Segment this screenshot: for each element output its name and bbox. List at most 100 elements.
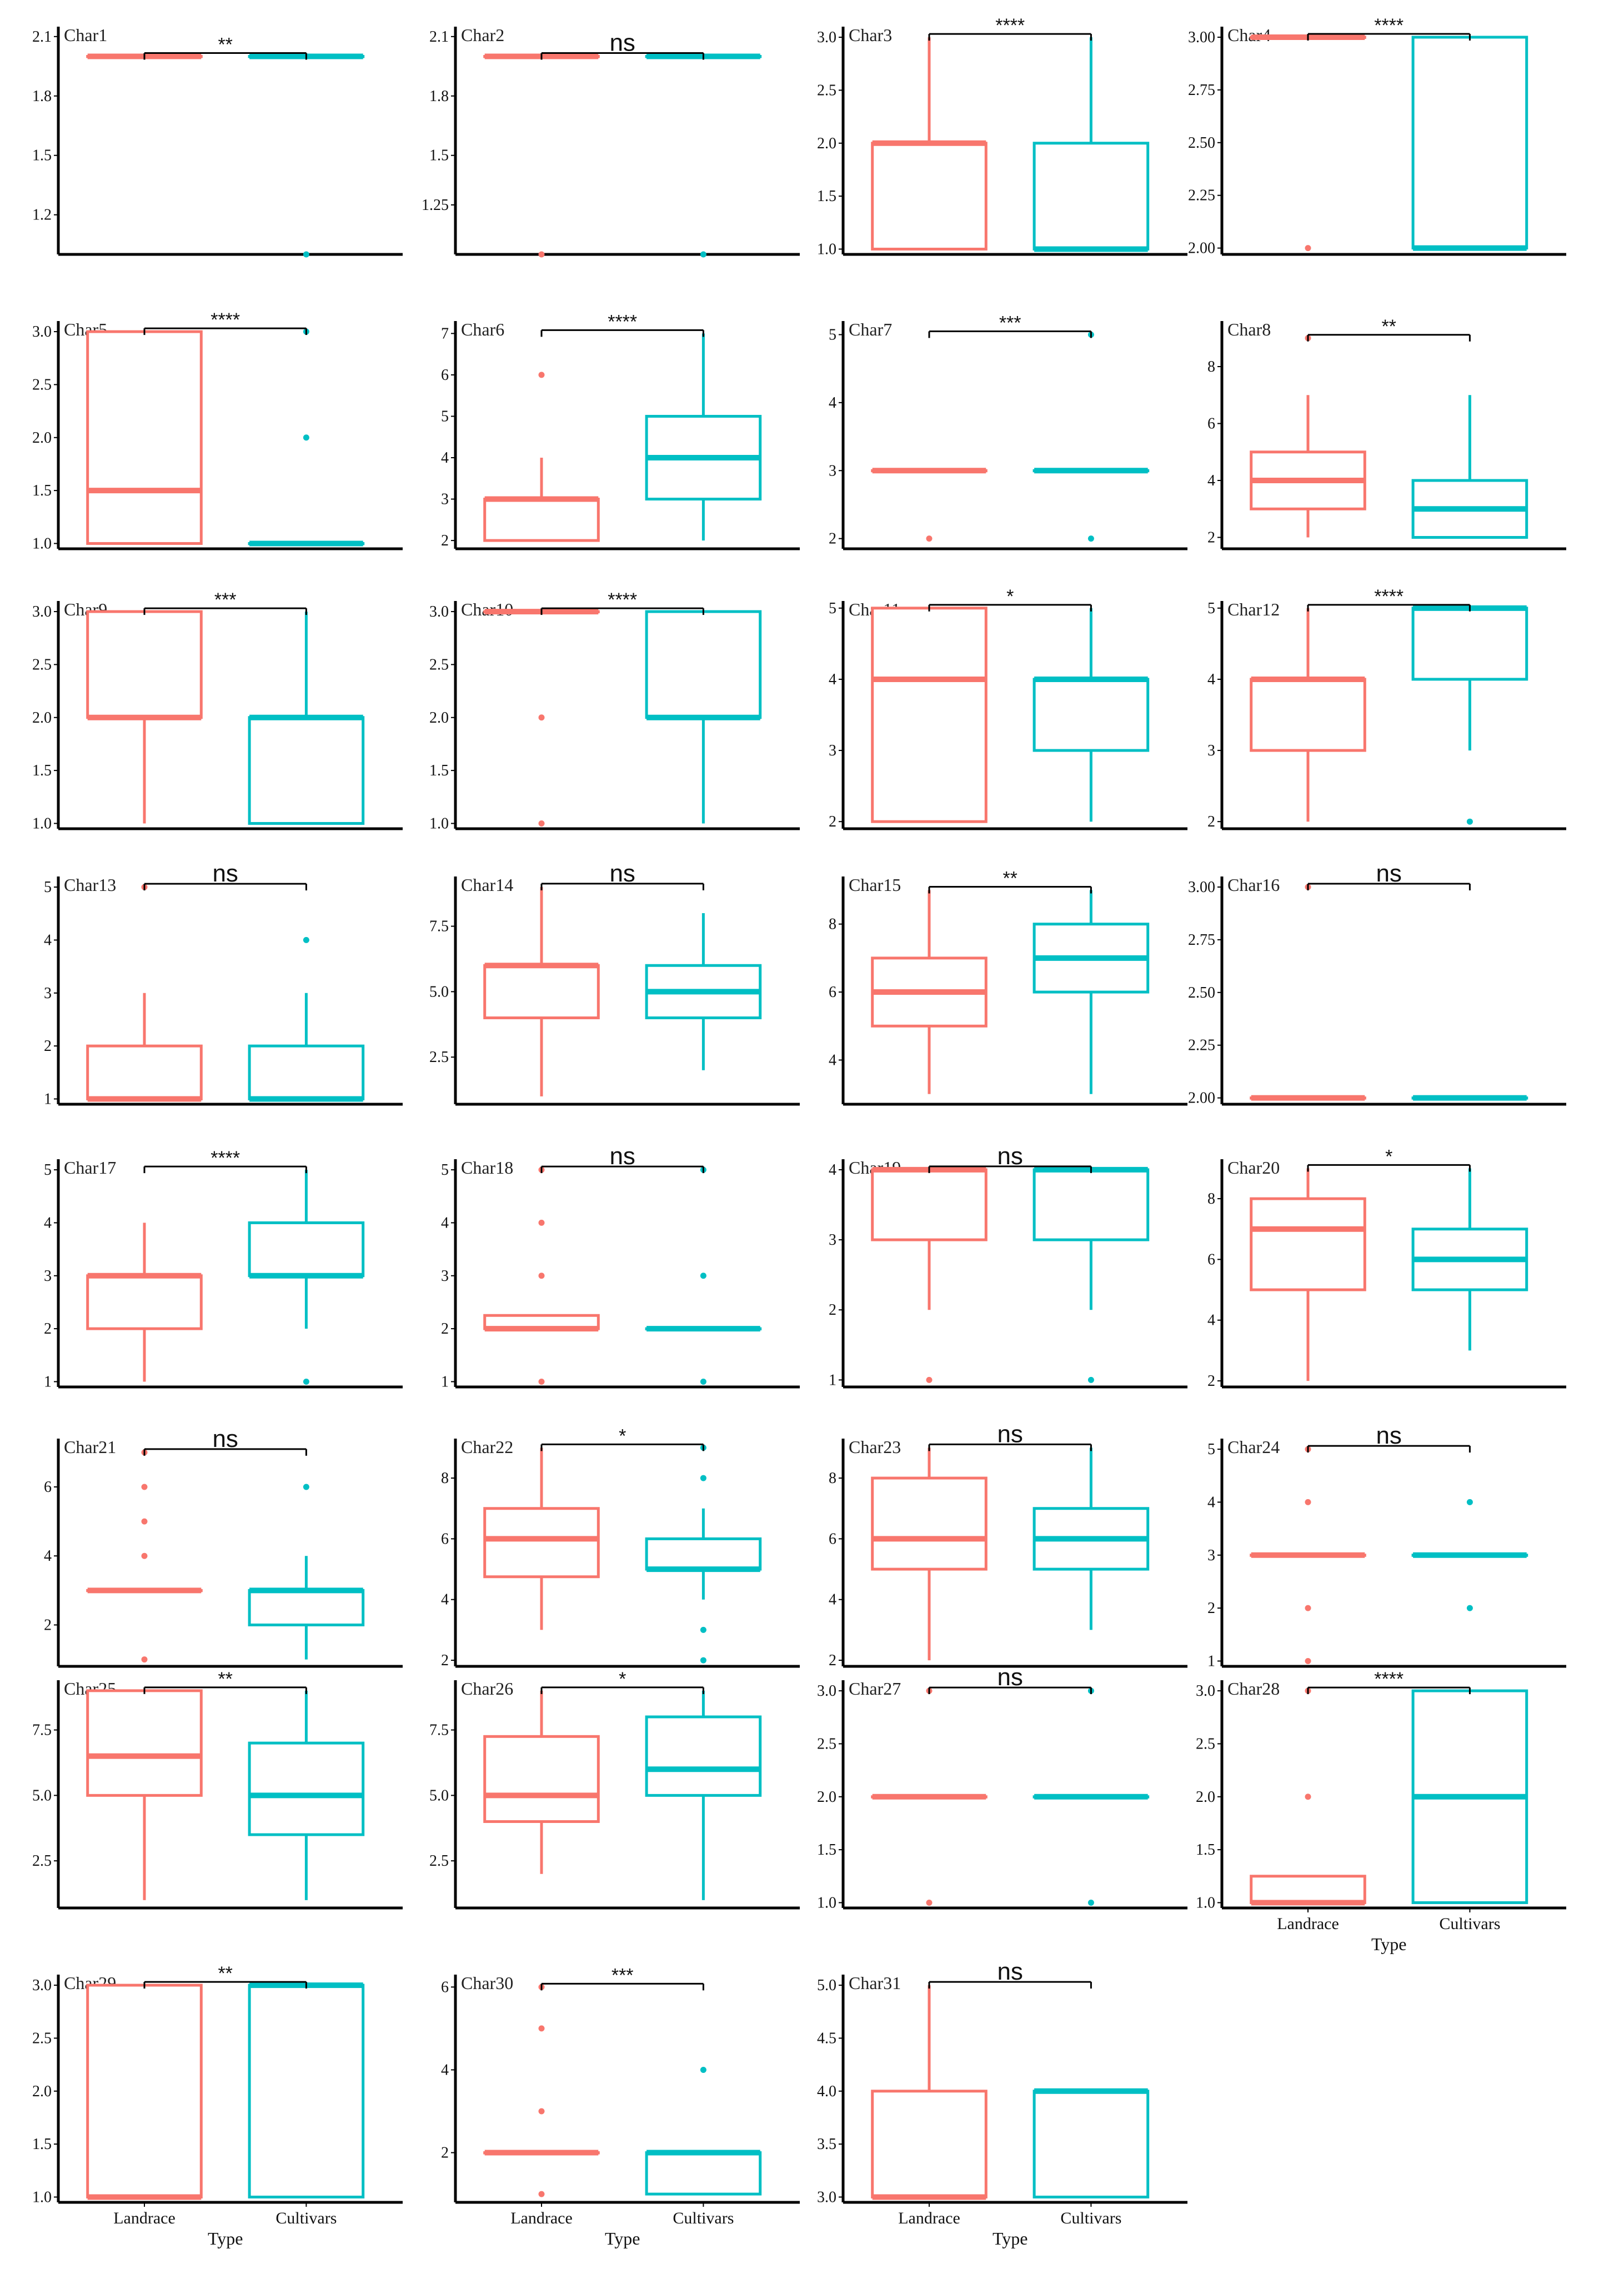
panel-svg: Char27 1.0 1.5 2.0 2.5 3.0 ns xyxy=(817,1664,1187,1911)
significance-bracket: ns xyxy=(928,1143,1092,1173)
significance-bracket: ns xyxy=(540,1143,704,1174)
boxplot-panel-char16: Char16 2.00 2.25 2.50 2.75 3.00 ns xyxy=(1188,860,1566,1107)
outlier-point xyxy=(700,251,706,258)
y-tick-label: 4 xyxy=(441,1591,449,1609)
panel-title: Char28 xyxy=(1227,1679,1280,1699)
panel-title: Char12 xyxy=(1227,599,1280,619)
x-tick-label: Cultivars xyxy=(1060,2209,1121,2227)
cultivars-box xyxy=(1411,1499,1528,1611)
y-tick-label: 1.8 xyxy=(429,88,449,105)
significance-bracket: * xyxy=(1307,1146,1471,1172)
y-tick-label: 2 xyxy=(441,1652,449,1669)
landrace-box xyxy=(483,886,600,1096)
significance-bracket: *** xyxy=(540,1965,704,1991)
significance-label: **** xyxy=(608,589,637,610)
y-tick-label: 2.50 xyxy=(1188,134,1215,152)
outlier-point xyxy=(303,251,309,258)
landrace-box xyxy=(871,1447,988,1661)
y-tick-label: 3 xyxy=(44,985,52,1002)
outlier-point xyxy=(700,1626,706,1633)
y-tick-label: 4 xyxy=(441,2061,449,2078)
y-tick-label: 2.75 xyxy=(1188,82,1215,99)
significance-label: **** xyxy=(210,309,240,330)
y-tick-label: 2 xyxy=(44,1038,52,1055)
cultivars-box xyxy=(1411,605,1528,825)
outlier-point xyxy=(538,714,545,721)
outlier-point xyxy=(538,1378,545,1385)
cultivars-box xyxy=(248,328,365,547)
y-tick-label: 3.5 xyxy=(817,2136,836,2153)
significance-label: **** xyxy=(608,311,637,332)
outlier-point xyxy=(538,2025,545,2032)
x-axis-title: Type xyxy=(1371,1934,1407,1954)
outlier-point xyxy=(926,1376,933,1383)
panel-svg: Char1 1.2 1.5 1.8 2.1 ** xyxy=(32,25,403,258)
y-tick-label: 6 xyxy=(829,1530,836,1547)
x-tick-label: Landrace xyxy=(898,2209,960,2227)
y-tick-label: 1 xyxy=(1207,1652,1215,1670)
cultivars-box xyxy=(1032,1166,1150,1383)
y-tick-label: 1.0 xyxy=(32,815,52,832)
boxplot-panel-char23: Char23 2 4 6 8 ns xyxy=(829,1420,1187,1669)
y-tick-label: 2.5 xyxy=(32,1852,52,1870)
y-tick-label: 2 xyxy=(441,532,449,549)
y-tick-label: 1.5 xyxy=(429,147,449,164)
landrace-box xyxy=(483,1166,600,1385)
significance-label: *** xyxy=(214,589,237,610)
y-tick-label: 5 xyxy=(829,600,836,617)
panel-title: Char14 xyxy=(461,875,513,895)
boxplot-panel-char11: Char112345* xyxy=(829,586,1187,830)
y-tick-label: 1.5 xyxy=(32,482,52,499)
panel-svg: Char13 1 2 3 4 5 ns xyxy=(44,860,403,1108)
panel-title: Char16 xyxy=(1227,875,1280,895)
panel-title: Char17 xyxy=(64,1158,116,1178)
y-tick-label: 4 xyxy=(829,1591,836,1609)
landrace-box xyxy=(86,330,203,545)
y-tick-label: 3.0 xyxy=(429,603,449,620)
significance-bracket: * xyxy=(540,1669,704,1694)
significance-label: ns xyxy=(1376,1422,1401,1449)
significance-bracket: **** xyxy=(1307,15,1471,41)
landrace-box xyxy=(871,607,988,823)
iqr-box xyxy=(86,610,203,719)
iqr-box xyxy=(483,1507,600,1579)
outlier-point xyxy=(538,372,545,378)
iqr-box xyxy=(248,1589,365,1626)
significance-bracket: ** xyxy=(928,868,1092,894)
significance-bracket: *** xyxy=(928,312,1092,338)
y-tick-label: 2 xyxy=(829,813,836,830)
cultivars-box xyxy=(1032,1687,1150,1906)
significance-label: * xyxy=(619,1425,626,1446)
y-tick-label: 6 xyxy=(44,1479,52,1496)
outlier-point xyxy=(303,936,309,943)
outlier-point xyxy=(303,1378,309,1385)
y-tick-label: 5 xyxy=(441,1161,449,1179)
y-tick-label: 1.0 xyxy=(32,2188,52,2206)
landrace-box xyxy=(1250,335,1366,538)
significance-label: ** xyxy=(218,1669,232,1690)
y-tick-label: 8 xyxy=(1207,358,1215,375)
y-tick-label: 6 xyxy=(1207,1251,1215,1268)
iqr-box xyxy=(248,1044,365,1100)
y-tick-label: 4 xyxy=(44,931,52,949)
outlier-point xyxy=(538,2191,545,2197)
y-tick-label: 1.0 xyxy=(817,241,836,258)
y-tick-label: 2.5 xyxy=(1196,1735,1215,1752)
y-tick-label: 2.1 xyxy=(429,28,449,46)
y-tick-label: 3.0 xyxy=(817,29,836,46)
significance-label: **** xyxy=(1374,15,1404,36)
significance-label: ** xyxy=(1003,868,1017,889)
boxplot-panel-char26: Char26 2.5 5.0 7.5 * xyxy=(429,1669,800,1910)
panel-title: Char24 xyxy=(1227,1437,1280,1457)
y-tick-label: 2.00 xyxy=(1188,1090,1215,1107)
y-tick-label: 4 xyxy=(829,671,836,688)
y-tick-label: 2.5 xyxy=(429,656,449,673)
significance-bracket: **** xyxy=(540,589,704,615)
y-tick-label: 2.25 xyxy=(1188,187,1215,204)
significance-label: ns xyxy=(1376,860,1401,887)
boxplot-panel-char6: Char6 2 3 4 5 6 7 **** xyxy=(441,311,800,550)
landrace-box xyxy=(86,1689,203,1900)
